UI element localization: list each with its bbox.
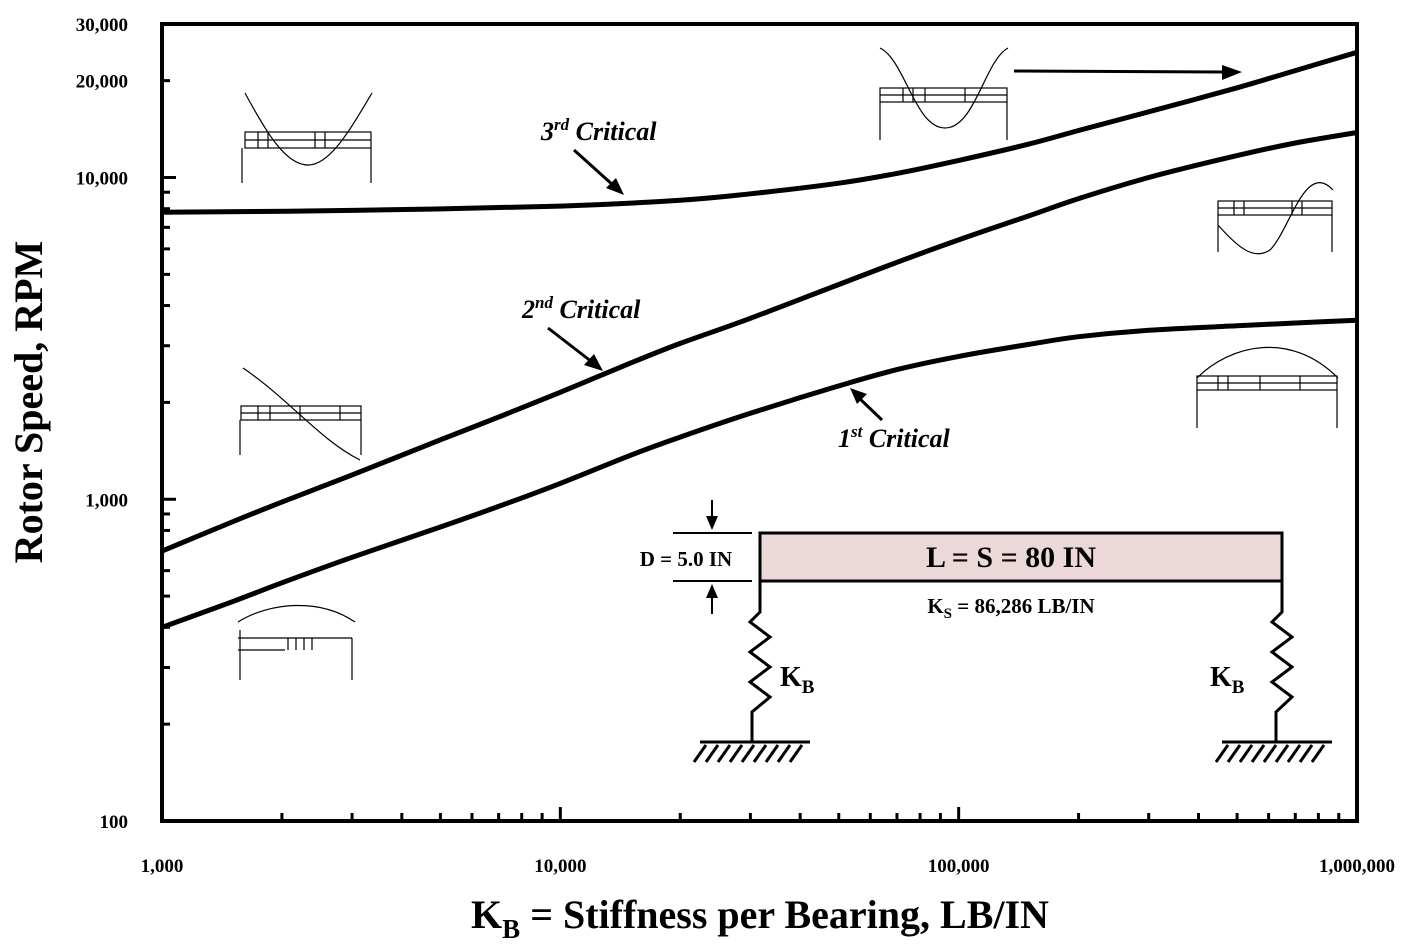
second-critical-curve [161,130,1358,554]
x-axis-title: KB = Stiffness per Bearing, LB/IN [471,892,1049,944]
third-critical-curve [161,49,1358,215]
label-arrows [547,65,1242,422]
third-critical-arrow [572,148,616,188]
y-tick-label: 1,000 [85,490,128,511]
first-critical-arrow [856,395,884,422]
y-axis-title: Rotor Speed, RPM [6,241,51,564]
y-tick-label: 10,000 [76,169,128,190]
mode-sketch-third-top [879,47,1009,140]
third-critical-label: 3rd Critical [540,115,657,146]
mode-shape-arrowhead [1222,65,1242,80]
axis-tick-labels: 1,000 10,000 100,000 1,000,000 100 1,000 10,00… [76,15,1395,877]
y-tick-label: 20,000 [76,72,128,93]
x-tick-label: 10,000 [534,856,586,877]
mode-sketch-third-left [241,92,373,183]
x-tick-label: 100,000 [928,856,990,877]
x-tick-label: 1,000 [141,856,184,877]
x-axis-title-sub: B [502,914,520,944]
diameter-label: D = 5.0 IN [640,547,732,571]
mode-sketch-second-left [239,367,362,461]
left-bearing-spring [692,581,810,763]
rotor-schematic: L = S = 80 IN KS = 86,286 LB/IN D = 5.0 … [640,500,1332,763]
rotor-shaft [758,531,1284,583]
first-critical-curve [161,317,1358,630]
mode-shape-sketches [237,47,1339,680]
mode-sketch-second-right [1217,182,1334,255]
mode-sketch-first-left [237,604,356,680]
x-axis-title-rest: = Stiffness per Bearing, LB/IN [520,892,1049,937]
first-critical-label: 1st Critical [838,422,951,453]
second-critical-arrowhead [584,354,603,371]
right-bearing-stiffness-label: KB [1210,662,1245,698]
second-critical-arrow [547,326,593,364]
axis-ticks [162,79,1341,821]
diameter-dimension [673,500,752,614]
plot-frame [160,22,1359,823]
critical-speed-curves [161,49,1358,630]
rotor-length-label: L = S = 80 IN [926,541,1096,574]
y-tick-label: 100 [100,812,129,833]
right-bearing-spring [1214,581,1332,763]
left-bearing-stiffness-label: KB [780,662,815,698]
x-axis-title-k: K [471,892,502,937]
first-critical-arrowhead [850,388,867,404]
third-critical-arrowhead [606,178,624,195]
second-critical-label: 2nd Critical [521,293,641,324]
x-tick-label: 1,000,000 [1319,856,1395,877]
shaft-stiffness-label: KS = 86,286 LB/IN [927,594,1094,622]
y-tick-label: 30,000 [76,15,128,36]
mode-shape-arrow [1013,69,1225,74]
mode-sketch-first-right [1196,346,1339,428]
